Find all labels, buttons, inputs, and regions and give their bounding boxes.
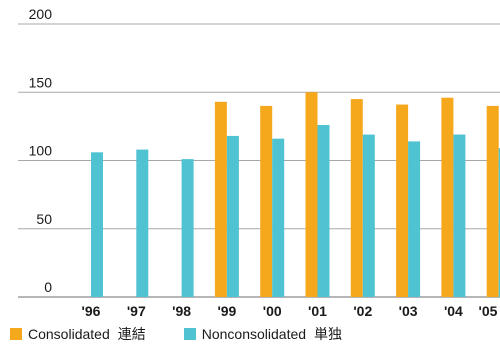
legend-item-nonconsolidated: Nonconsolidated 単独 (183, 324, 343, 344)
y-tick-label-0: 0 (44, 279, 52, 295)
x-tick-label-2: '98 (172, 303, 191, 319)
bar-nonconsolidated-7 (408, 141, 421, 297)
bar-consolidated-3 (214, 101, 227, 298)
bar-nonconsolidated-6 (362, 134, 375, 297)
x-tick-label-4: '00 (263, 303, 282, 319)
x-tick-label-6: '02 (353, 303, 372, 319)
legend-swatch-consolidated (10, 328, 22, 340)
x-tick-label-5: '01 (308, 303, 327, 319)
x-axis-tick-labels: '96 '97 '98 '99 '00 '01 '02 '03 '04 '05 (82, 303, 498, 319)
bar-nonconsolidated-3 (226, 135, 239, 297)
bar-nonconsolidated-1 (136, 149, 149, 297)
bar-chart: 0 50 100 150 200 '96 '97 '98 '99 '00 '01 '02 '03 '04… (18, 6, 500, 319)
y-tick-label-50: 50 (36, 211, 52, 227)
x-tick-label-0: '96 (82, 303, 101, 319)
bar-nonconsolidated-9 (498, 148, 500, 297)
bar-consolidated-9 (486, 105, 499, 298)
gridlines (18, 23, 500, 298)
legend-item-consolidated: Consolidated 連結 (10, 324, 146, 344)
bar-consolidated-6 (350, 99, 363, 297)
x-tick-label-7: '03 (399, 303, 418, 319)
y-tick-label-200: 200 (29, 6, 53, 22)
bar-nonconsolidated-0 (91, 152, 103, 297)
x-tick-label-3: '99 (217, 303, 236, 319)
x-tick-label-8: '04 (444, 303, 463, 319)
bar-nonconsolidated-4 (272, 138, 285, 297)
legend-label-consolidated-jp: 連結 (117, 326, 146, 342)
x-tick-label-1: '97 (127, 303, 146, 319)
legend-label-nonconsolidated-jp: 単独 (314, 326, 343, 342)
y-axis-tick-labels: 0 50 100 150 200 (29, 6, 53, 295)
bar-consolidated-4 (260, 105, 273, 298)
x-tick-label-9: '05 (479, 303, 498, 319)
legend: Consolidated 連結 Nonconsolidated 単独 (10, 324, 380, 344)
y-tick-label-150: 150 (29, 74, 53, 90)
bar-consolidated-8 (441, 97, 454, 298)
bar-consolidated-5 (305, 92, 318, 297)
bar-nonconsolidated-5 (317, 125, 330, 297)
legend-swatch-nonconsolidated (183, 328, 196, 340)
bar-nonconsolidated-2 (181, 159, 194, 297)
bars (91, 92, 500, 298)
bar-consolidated-7 (396, 104, 409, 297)
bar-nonconsolidated-8 (453, 134, 466, 297)
legend-label-nonconsolidated: Nonconsolidated (201, 326, 307, 342)
y-tick-label-100: 100 (29, 143, 53, 159)
legend-label-consolidated: Consolidated (28, 326, 110, 342)
